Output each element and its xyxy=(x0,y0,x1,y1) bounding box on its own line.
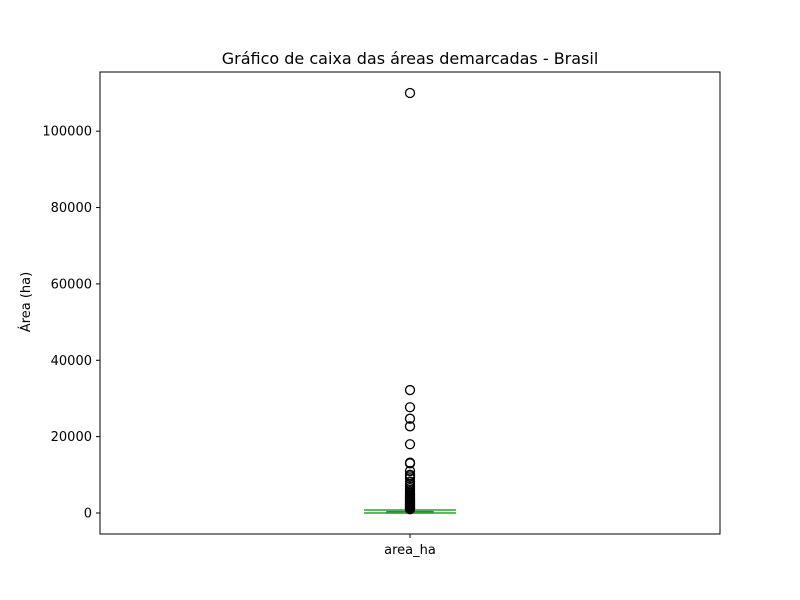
y-tick-label: 40000 xyxy=(51,354,92,369)
outlier-point xyxy=(404,87,416,99)
y-tick-label: 100000 xyxy=(42,125,92,140)
y-axis-label: Área (ha) xyxy=(18,272,34,332)
y-tick-label: 60000 xyxy=(51,277,92,292)
outlier-point xyxy=(404,473,416,484)
plot-frame xyxy=(99,71,721,535)
outlier-point xyxy=(404,421,416,432)
outlier-point xyxy=(404,402,416,413)
x-tick-label: area_ha xyxy=(384,543,436,558)
outlier-point xyxy=(404,384,416,396)
chart-title: Gráfico de caixa das áreas demarcadas - … xyxy=(222,49,599,68)
outlier-point xyxy=(404,458,416,469)
outlier-point xyxy=(404,413,416,424)
outlier-point xyxy=(404,504,416,515)
y-tick-label: 20000 xyxy=(51,430,92,445)
outlier-point xyxy=(404,439,416,450)
outlier-point xyxy=(404,465,416,477)
y-tick-label: 80000 xyxy=(51,201,92,216)
y-tick-label: 0 xyxy=(84,507,92,522)
